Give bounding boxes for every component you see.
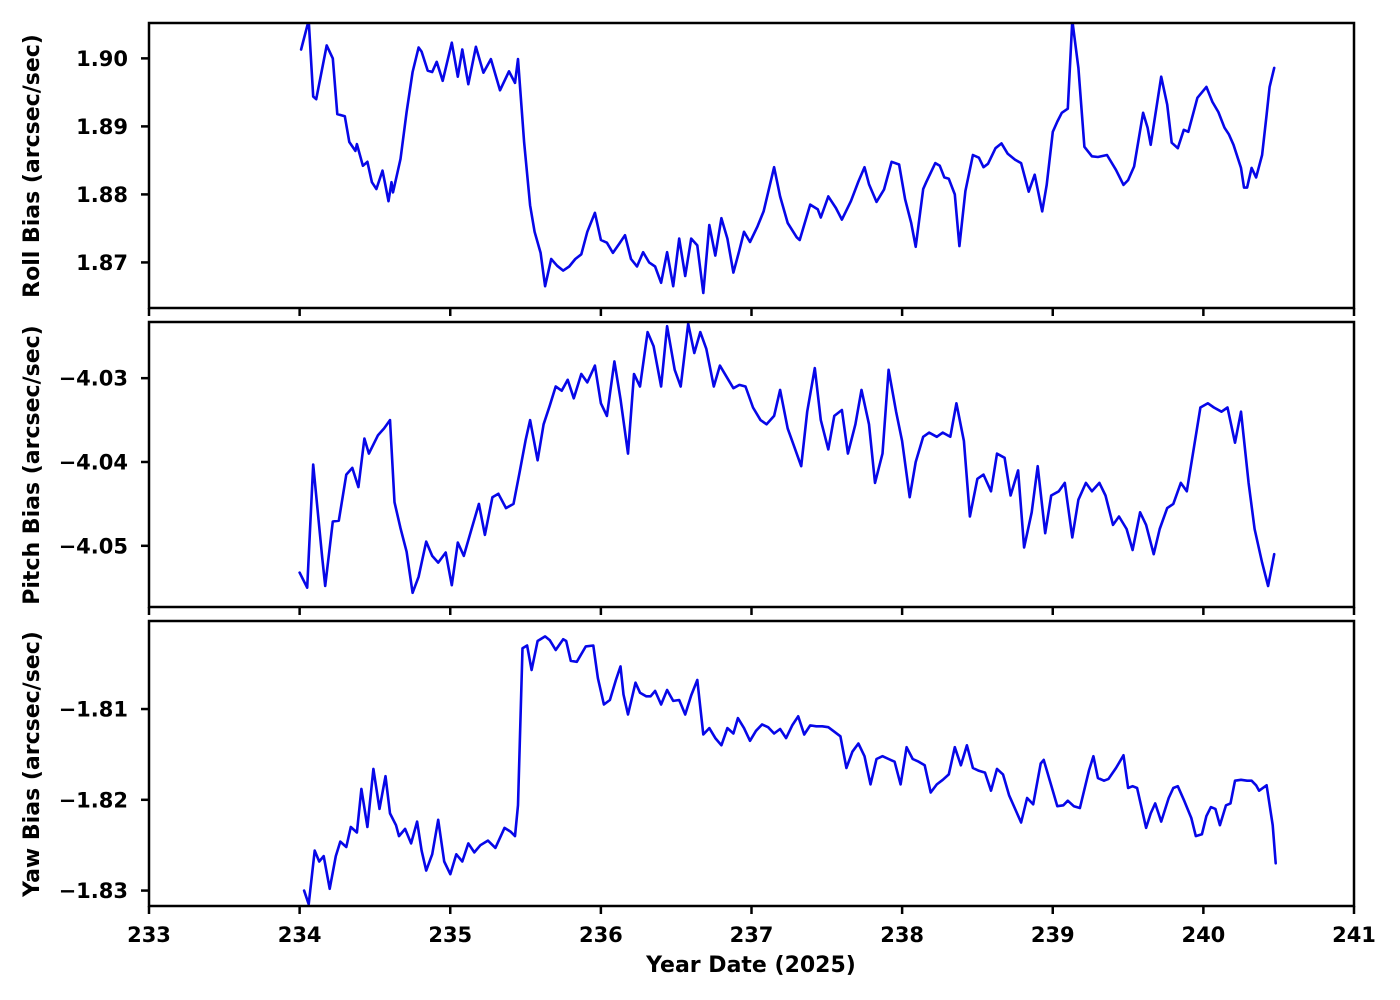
y-tick-label: 1.89: [76, 115, 128, 139]
x-tick-label: 238: [880, 923, 924, 947]
x-tick-label: 234: [278, 923, 322, 947]
yaw-ylabel: Yaw Bias (arcsec/sec): [20, 630, 45, 897]
x-tick-label: 239: [1031, 923, 1075, 947]
y-tick-label: −4.05: [59, 534, 128, 558]
pitch-ylabel: Pitch Bias (arcsec/sec): [20, 324, 45, 605]
yaw-bias-axes-box: [147, 619, 1356, 908]
y-tick-label: 1.90: [76, 47, 128, 71]
roll-bias-line: [299, 23, 1276, 295]
yaw-bias-line: [302, 635, 1277, 906]
pitch-bias-axes-box: [147, 320, 1356, 609]
y-tick-label: −1.81: [59, 698, 128, 722]
y-tick-label: 1.88: [76, 183, 128, 207]
x-tick-label: 240: [1181, 923, 1225, 947]
roll-bias-axes-box: [147, 21, 1356, 310]
roll-ylabel: Roll Bias (arcsec/sec): [20, 33, 45, 298]
pitch-bias-line: [298, 322, 1276, 595]
y-tick-label: −1.82: [59, 788, 128, 812]
y-tick-label: −4.03: [59, 367, 128, 391]
x-tick-label: 237: [730, 923, 774, 947]
y-tick-label: −1.83: [59, 879, 128, 903]
y-tick-label: 1.87: [76, 251, 128, 275]
x-tick-label: 236: [579, 923, 623, 947]
x-tick-label: 233: [127, 923, 171, 947]
y-tick-label: −4.04: [59, 450, 128, 474]
x-axis-label: Year Date (2025): [646, 953, 856, 978]
x-tick-label: 235: [428, 923, 472, 947]
x-tick-label: 241: [1332, 923, 1376, 947]
